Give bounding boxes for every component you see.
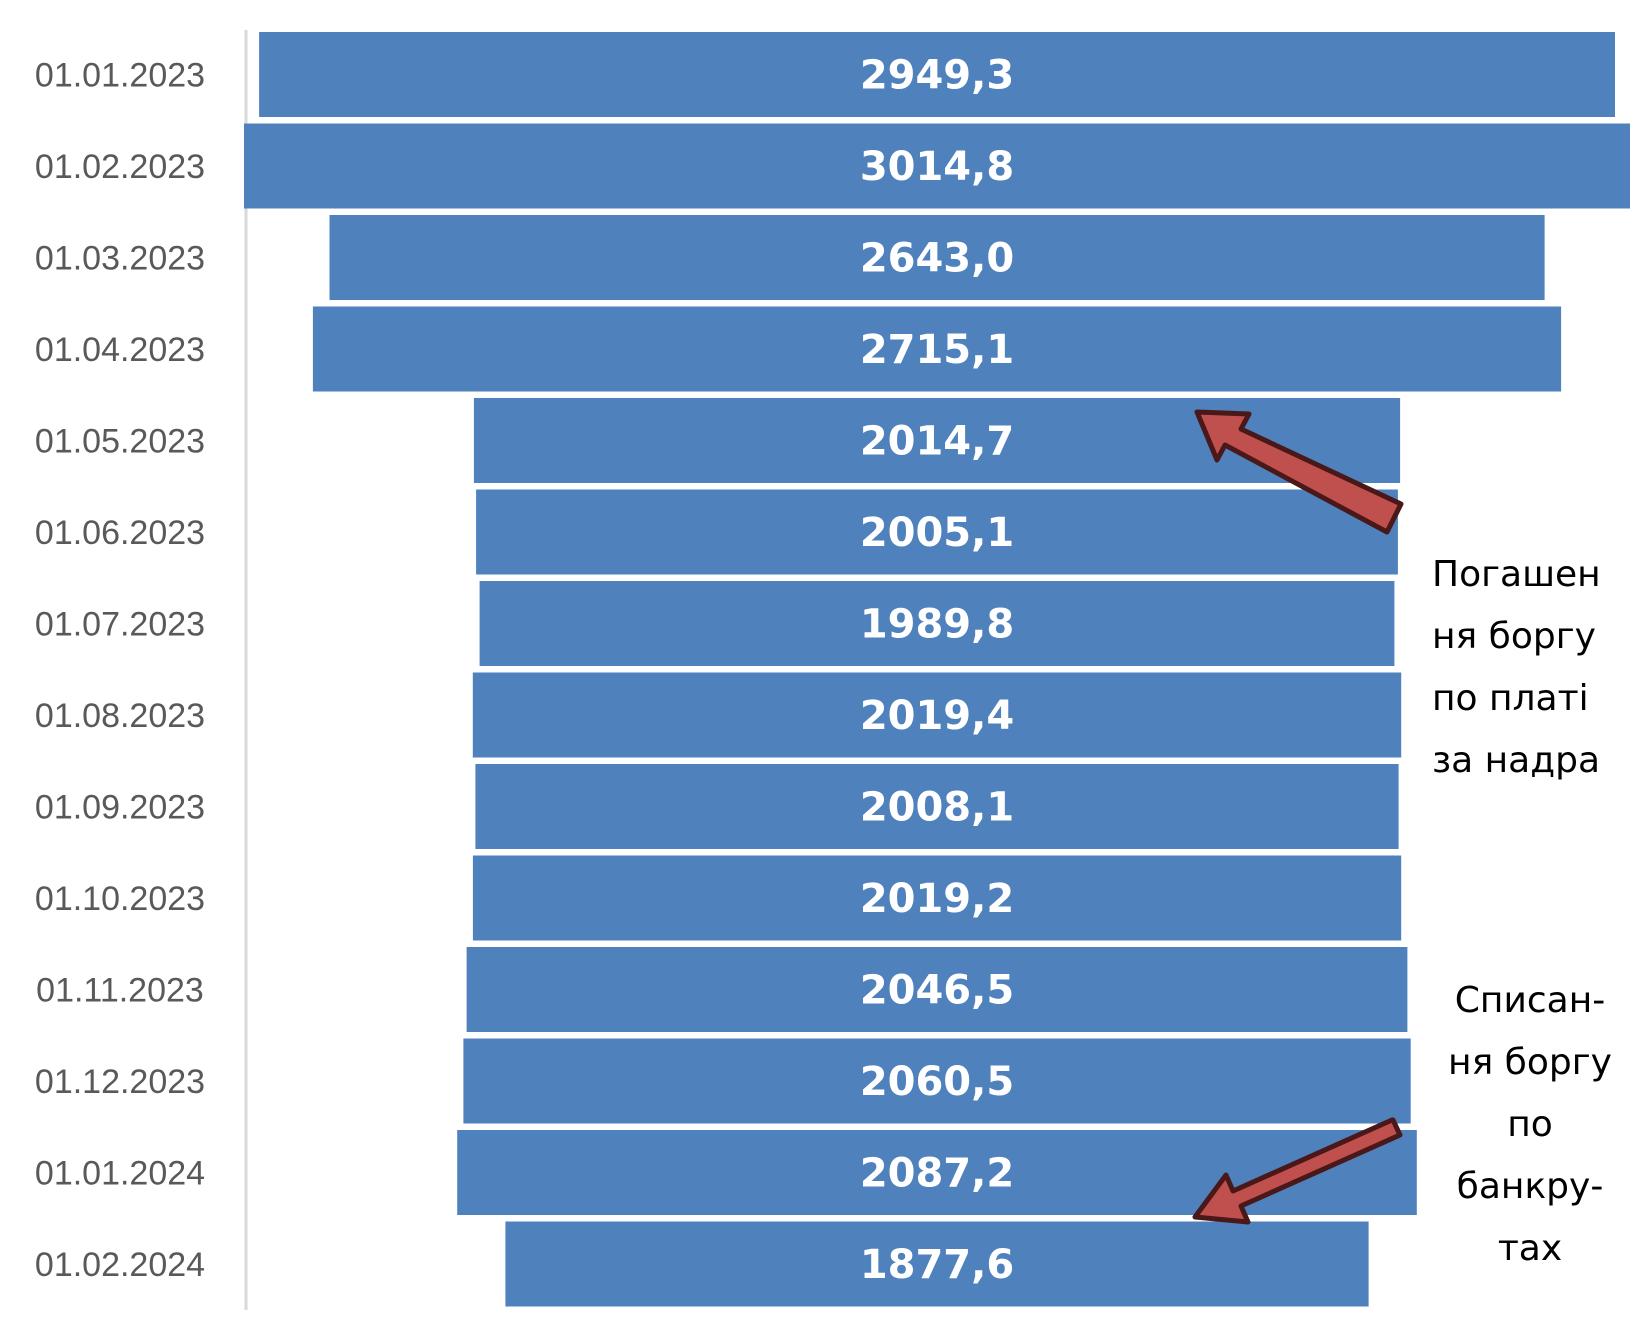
value-label-01.01.2023: 2949,3	[860, 53, 1014, 99]
annotation-writeoff-line-1: Списан-	[1455, 980, 1605, 1021]
value-label-01.08.2023: 2019,4	[860, 693, 1014, 739]
value-label-01.11.2023: 2046,5	[860, 968, 1014, 1014]
annotation-repayment-line-3: по платі	[1432, 678, 1589, 719]
category-label-01.09.2023: 01.09.2023	[35, 789, 205, 827]
bars	[244, 32, 1630, 1307]
category-label-01.10.2023: 01.10.2023	[35, 880, 205, 918]
bar-01.02.2023	[244, 123, 1630, 209]
bar-01.06.2023	[476, 489, 1398, 575]
category-label-01.04.2023: 01.04.2023	[35, 331, 205, 369]
value-label-01.04.2023: 2715,1	[860, 327, 1014, 373]
value-labels: 2949,3 3014,8 2643,0 2715,1 2014,7 2005,1 1989…	[860, 53, 1014, 1289]
annotation-writeoff: Списан- ня боргу по банкру- тах	[1448, 980, 1612, 1269]
arrow-repayment	[1194, 409, 1404, 535]
annotation-writeoff-line-5: тах	[1498, 1228, 1562, 1269]
category-label-01.01.2024: 01.01.2024	[35, 1155, 205, 1193]
value-label-01.09.2023: 2008,1	[860, 785, 1014, 831]
annotation-writeoff-line-4: банкру-	[1457, 1166, 1604, 1207]
arrow-writeoff	[1192, 1117, 1403, 1225]
annotation-repayment-line-4: за надра	[1432, 740, 1600, 781]
value-label-01.05.2023: 2014,7	[860, 419, 1014, 465]
category-labels: 01.01.2023 01.02.2023 01.03.2023 01.04.2023…	[35, 57, 205, 1285]
bar-01.04.2023	[312, 306, 1562, 392]
category-label-01.07.2023: 01.07.2023	[35, 606, 205, 644]
annotation-repayment-line-2: ня боргу	[1432, 616, 1596, 657]
value-label-01.07.2023: 1989,8	[860, 602, 1014, 648]
bar-01.09.2023	[475, 764, 1399, 849]
category-label-01.01.2023: 01.01.2023	[35, 57, 205, 95]
annotation-repayment-line-1: Погашен	[1432, 554, 1601, 595]
value-label-01.10.2023: 2019,2	[860, 876, 1014, 922]
category-label-01.11.2023: 01.11.2023	[36, 972, 204, 1010]
value-label-01.02.2024: 1877,6	[860, 1242, 1014, 1288]
category-label-01.02.2023: 01.02.2023	[35, 148, 205, 186]
bar-01.10.2023	[472, 855, 1402, 941]
value-label-01.12.2023: 2060,5	[860, 1059, 1014, 1105]
annotation-writeoff-line-3: по	[1507, 1104, 1553, 1145]
value-label-01.01.2024: 2087,2	[860, 1151, 1014, 1197]
category-label-01.03.2023: 01.03.2023	[35, 240, 205, 278]
bar-01.03.2023	[329, 215, 1545, 300]
bar-01.08.2023	[472, 672, 1402, 758]
value-label-01.02.2023: 3014,8	[860, 144, 1014, 190]
annotation-repayment: Погашен ня боргу по платі за надра	[1432, 554, 1601, 781]
bar-01.01.2023	[259, 32, 1616, 117]
category-label-01.12.2023: 01.12.2023	[35, 1063, 205, 1101]
bar-01.02.2024	[505, 1221, 1369, 1307]
value-label-01.06.2023: 2005,1	[860, 510, 1014, 556]
bar-01.12.2023	[463, 1038, 1411, 1124]
category-label-01.06.2023: 01.06.2023	[35, 514, 205, 552]
bar-01.11.2023	[466, 947, 1408, 1032]
category-label-01.05.2023: 01.05.2023	[35, 423, 205, 461]
value-label-01.03.2023: 2643,0	[860, 236, 1014, 282]
category-label-01.02.2024: 01.02.2024	[35, 1246, 205, 1284]
category-label-01.08.2023: 01.08.2023	[35, 697, 205, 735]
bar-01.07.2023	[479, 581, 1395, 666]
annotation-arrows	[1192, 409, 1404, 1225]
annotation-writeoff-line-2: ня боргу	[1448, 1042, 1612, 1083]
